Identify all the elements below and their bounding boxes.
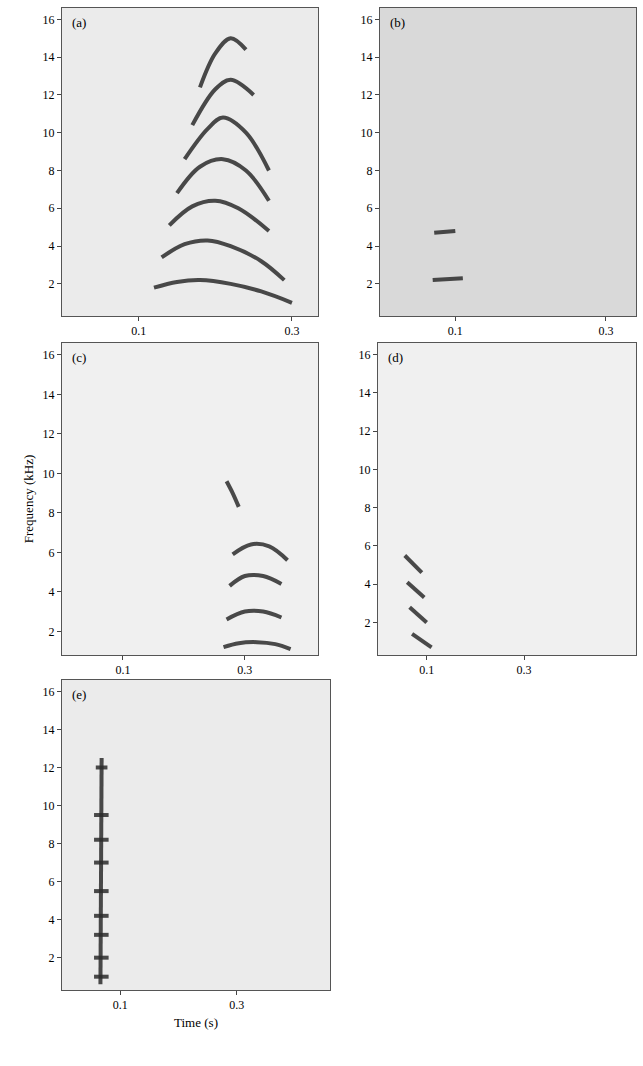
svg-text:4: 4 xyxy=(365,577,371,591)
svg-text:2: 2 xyxy=(49,951,55,965)
svg-text:10: 10 xyxy=(361,126,373,140)
svg-text:(c): (c) xyxy=(72,350,86,365)
svg-text:4: 4 xyxy=(49,913,55,927)
svg-text:10: 10 xyxy=(43,467,55,481)
svg-text:(e): (e) xyxy=(72,687,86,702)
svg-text:0.3: 0.3 xyxy=(517,663,532,677)
svg-text:Time (s): Time (s) xyxy=(174,1015,218,1030)
svg-text:(b): (b) xyxy=(390,15,405,30)
svg-text:0.3: 0.3 xyxy=(237,663,252,677)
svg-text:2: 2 xyxy=(365,616,371,630)
svg-text:2: 2 xyxy=(367,277,373,291)
svg-text:0.1: 0.1 xyxy=(113,998,128,1012)
svg-text:4: 4 xyxy=(367,239,373,253)
svg-text:0.3: 0.3 xyxy=(229,998,244,1012)
svg-text:8: 8 xyxy=(49,164,55,178)
svg-text:12: 12 xyxy=(361,88,373,102)
svg-text:10: 10 xyxy=(43,799,55,813)
svg-text:6: 6 xyxy=(367,201,373,215)
svg-text:Frequency (kHz): Frequency (kHz) xyxy=(21,455,36,543)
svg-text:16: 16 xyxy=(361,13,373,27)
svg-text:6: 6 xyxy=(49,875,55,889)
svg-text:8: 8 xyxy=(365,501,371,515)
svg-text:8: 8 xyxy=(367,164,373,178)
svg-text:14: 14 xyxy=(359,386,371,400)
svg-text:14: 14 xyxy=(43,50,55,64)
svg-text:14: 14 xyxy=(361,50,373,64)
svg-text:12: 12 xyxy=(359,424,371,438)
svg-text:(a): (a) xyxy=(72,15,86,30)
svg-text:10: 10 xyxy=(359,463,371,477)
svg-text:4: 4 xyxy=(49,239,55,253)
svg-text:0.1: 0.1 xyxy=(115,663,130,677)
svg-text:0.1: 0.1 xyxy=(419,663,434,677)
svg-text:16: 16 xyxy=(43,348,55,362)
svg-text:0.3: 0.3 xyxy=(284,324,299,338)
svg-text:6: 6 xyxy=(49,201,55,215)
svg-text:14: 14 xyxy=(43,388,55,402)
svg-text:4: 4 xyxy=(49,585,55,599)
svg-text:6: 6 xyxy=(365,539,371,553)
svg-text:0.3: 0.3 xyxy=(598,324,613,338)
svg-text:6: 6 xyxy=(49,546,55,560)
svg-text:8: 8 xyxy=(49,837,55,851)
svg-text:12: 12 xyxy=(43,88,55,102)
svg-text:10: 10 xyxy=(43,126,55,140)
svg-text:14: 14 xyxy=(43,723,55,737)
svg-text:0.1: 0.1 xyxy=(448,324,463,338)
svg-text:(d): (d) xyxy=(388,350,403,365)
svg-text:16: 16 xyxy=(43,13,55,27)
svg-text:8: 8 xyxy=(49,506,55,520)
svg-text:0.1: 0.1 xyxy=(131,324,146,338)
svg-text:12: 12 xyxy=(43,761,55,775)
svg-text:12: 12 xyxy=(43,427,55,441)
svg-text:2: 2 xyxy=(49,625,55,639)
svg-text:16: 16 xyxy=(43,685,55,699)
svg-text:16: 16 xyxy=(359,348,371,362)
svg-text:2: 2 xyxy=(49,277,55,291)
